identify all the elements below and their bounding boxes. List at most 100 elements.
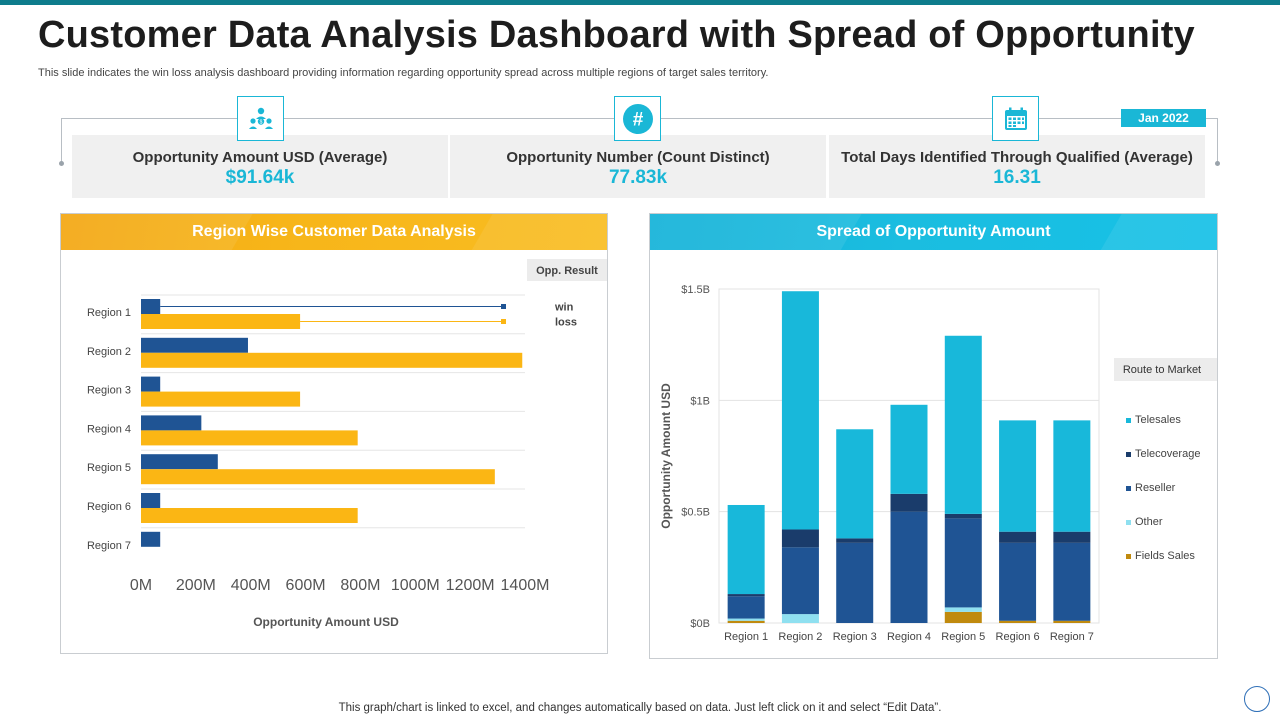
bar-loss: [141, 508, 358, 523]
kpi-card-opportunity-amount: Opportunity Amount USD (Average) $91.64k: [72, 135, 448, 198]
bar-loss: [141, 391, 301, 407]
legend-label: Telesales: [1135, 414, 1181, 426]
x-tick-label: 1200M: [446, 577, 495, 594]
kpi-label: Total Days Identified Through Qualified …: [841, 149, 1193, 166]
stack-segment-telesales: [999, 420, 1037, 532]
y-tick-label: $1B: [690, 395, 710, 407]
x-tick-label: 200M: [176, 577, 216, 594]
kpi-label: Opportunity Amount USD (Average): [132, 149, 388, 166]
legend-title-box: [1114, 358, 1217, 381]
legend-swatch: [1126, 418, 1131, 423]
stack-segment-reseller: [890, 511, 928, 623]
legend-title: Route to Market: [1123, 364, 1201, 376]
legend-swatch: [1126, 520, 1131, 525]
kpi-card-opportunity-number: Opportunity Number (Count Distinct) 77.8…: [450, 135, 826, 198]
stack-segment-other: [781, 614, 819, 623]
panel-header: Region Wise Customer Data Analysis: [61, 214, 607, 250]
stack-segment-reseller: [999, 542, 1037, 621]
legend-marker-win: [501, 304, 506, 309]
legend-label: Fields Sales: [1135, 550, 1195, 562]
category-label: Region 6: [87, 501, 131, 513]
opportunity-spread-panel: Spread of Opportunity Amount $0B $0.5B $1B…: [649, 213, 1218, 659]
category-label: Region 7: [87, 540, 131, 552]
legend-marker-loss: [501, 319, 506, 324]
legend-title-box: [527, 259, 607, 281]
stack-segment-telecoverage: [890, 493, 928, 512]
category-label: Region 3: [87, 385, 131, 397]
kpi-card-total-days: Total Days Identified Through Qualified …: [829, 135, 1205, 198]
category-label: Region 4: [887, 631, 931, 643]
x-tick-label: 600M: [286, 577, 326, 594]
bar-win: [141, 531, 161, 547]
category-label: Region 4: [87, 423, 131, 435]
category-label: Region 6: [996, 631, 1040, 643]
calendar-icon: [992, 96, 1039, 141]
legend-swatch: [1126, 486, 1131, 491]
category-label: Region 2: [87, 346, 131, 358]
stack-segment-telesales: [836, 429, 874, 539]
category-label: Region 5: [87, 462, 131, 474]
stack-segment-telesales: [1053, 420, 1091, 532]
stack-segment-fields-sales: [944, 611, 982, 623]
y-axis-title: Opportunity Amount USD: [659, 383, 673, 529]
stack-segment-fields-sales: [727, 620, 765, 623]
bar-win: [141, 493, 161, 508]
panel-title: Region Wise Customer Data Analysis: [192, 223, 476, 240]
stack-segment-telecoverage: [727, 594, 765, 597]
bar-win: [141, 299, 161, 314]
stack-segment-reseller: [781, 547, 819, 615]
x-tick-label: 1000M: [391, 577, 440, 594]
bar-loss: [141, 469, 495, 485]
svg-text:#: #: [632, 109, 643, 130]
kpi-value: 77.83k: [608, 167, 668, 188]
legend-label: Reseller: [1135, 482, 1176, 494]
bar-loss: [141, 314, 301, 329]
category-label: Region 2: [778, 631, 822, 643]
x-tick-label: 800M: [340, 577, 380, 594]
legend-swatch: [1126, 554, 1131, 559]
x-axis-title: Opportunity Amount USD: [253, 615, 399, 629]
bar-loss: [141, 352, 523, 368]
circle-icon: [1244, 686, 1270, 712]
stack-segment-other: [944, 607, 982, 612]
footer-note: This graph/chart is linked to excel, and…: [338, 702, 942, 714]
connector-dot-left: [59, 161, 64, 166]
stack-segment-telesales: [944, 335, 982, 514]
y-tick-label: $1.5B: [681, 284, 710, 296]
bar-loss: [141, 430, 358, 446]
category-label: Region 1: [724, 631, 768, 643]
svg-text:$: $: [259, 119, 262, 125]
stack-segment-fields-sales: [999, 620, 1037, 623]
stack-segment-other: [727, 618, 765, 621]
legend-swatch: [1126, 452, 1131, 457]
bar-win: [141, 415, 202, 431]
stack-segment-telecoverage: [1053, 531, 1091, 543]
category-label: Region 1: [87, 307, 131, 319]
stack-segment-fields-sales: [1053, 620, 1091, 623]
region-analysis-panel: Region Wise Customer Data Analysis Regio…: [60, 213, 608, 654]
date-badge: Jan 2022: [1121, 109, 1206, 127]
stack-segment-reseller: [727, 596, 765, 619]
stack-segment-telecoverage: [836, 538, 874, 543]
bar-win: [141, 337, 248, 353]
legend-label: Telecoverage: [1135, 448, 1200, 460]
stack-segment-telecoverage: [944, 513, 982, 519]
y-tick-label: $0B: [690, 618, 710, 630]
stack-segment-reseller: [1053, 542, 1091, 621]
kpi-label: Opportunity Number (Count Distinct): [506, 149, 770, 166]
stack-segment-reseller: [836, 542, 874, 623]
x-tick-label: 0M: [130, 577, 152, 594]
connector-dot-right: [1215, 161, 1220, 166]
page-title: Customer Data Analysis Dashboard with Sp…: [38, 14, 1195, 56]
win-loss-bar-chart: Region 1 Region 2 Region 3 Region 4 Region 5…: [87, 259, 607, 629]
category-label: Region 7: [1050, 631, 1094, 643]
y-tick-label: $0.5B: [681, 507, 710, 519]
category-label: Region 3: [833, 631, 877, 643]
category-label: Region 5: [941, 631, 985, 643]
x-tick-label: 400M: [231, 577, 271, 594]
bar-win: [141, 454, 218, 470]
people-money-icon: $: [237, 96, 284, 141]
stack-segment-reseller: [944, 518, 982, 608]
legend-label-loss: loss: [555, 317, 577, 329]
panel-title: Spread of Opportunity Amount: [816, 223, 1051, 240]
